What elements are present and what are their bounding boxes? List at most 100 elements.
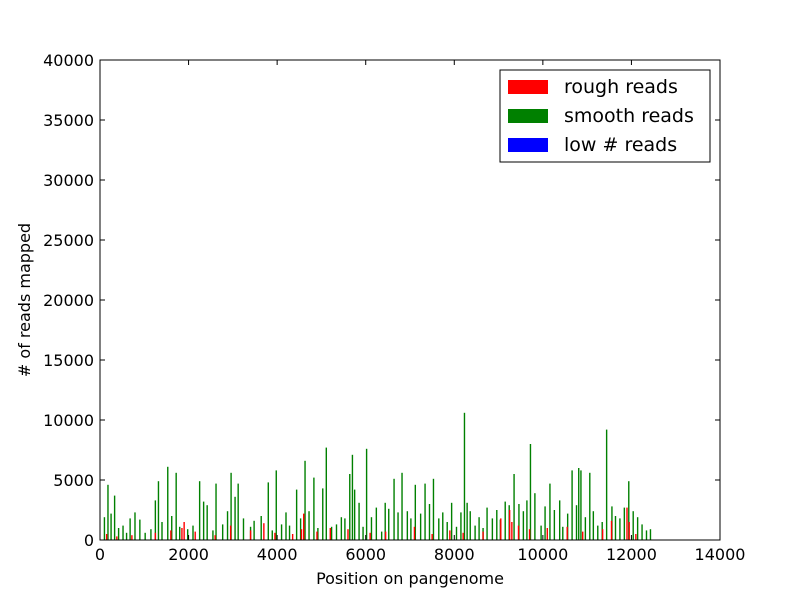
bar-smooth-reads	[446, 522, 448, 540]
bar-rough-reads	[449, 530, 451, 540]
bar-rough-reads	[194, 531, 196, 540]
bar-smooth-reads	[313, 477, 315, 540]
bar-smooth-reads	[558, 500, 561, 540]
bar-rough-reads	[517, 525, 520, 540]
bar-smooth-reads	[179, 526, 181, 540]
bar-smooth-reads	[469, 511, 471, 540]
bar-smooth-reads	[192, 525, 194, 540]
bar-smooth-reads	[645, 530, 648, 540]
bar-rough-reads	[170, 530, 172, 540]
bar-rough-reads	[369, 532, 371, 540]
bar-rough-reads	[508, 510, 511, 540]
bar-smooth-reads	[623, 507, 626, 540]
bar-smooth-reads	[113, 495, 116, 540]
bar-rough-reads	[384, 531, 387, 540]
bar-smooth-reads	[393, 478, 395, 540]
y-tick-label: 25000	[43, 231, 94, 250]
bar-smooth-reads	[522, 511, 525, 540]
bar-smooth-reads	[288, 525, 291, 540]
y-axis-label: # of reads mapped	[15, 223, 34, 377]
bar-rough-reads	[291, 534, 294, 540]
bar-smooth-reads	[175, 472, 177, 540]
bar-smooth-reads	[597, 525, 599, 540]
bar-smooth-reads	[578, 468, 580, 540]
bar-smooth-reads	[344, 518, 346, 540]
bar-smooth-reads	[280, 524, 283, 540]
bar-smooth-reads	[486, 507, 488, 540]
x-tick-label: 14000	[695, 545, 746, 564]
bar-smooth-reads	[335, 524, 338, 540]
bar-smooth-reads	[496, 510, 498, 540]
bar-smooth-reads	[401, 472, 403, 540]
x-tick-label: 10000	[517, 545, 568, 564]
bar-smooth-reads	[571, 470, 573, 540]
bar-smooth-reads	[237, 483, 239, 540]
bar-rough-reads	[316, 531, 318, 540]
bar-smooth-reads	[365, 448, 368, 540]
bar-rough-reads	[116, 536, 118, 540]
bar-smooth-reads	[242, 518, 245, 540]
bar-smooth-reads	[107, 484, 109, 540]
legend: rough reads smooth reads low # reads	[499, 69, 711, 163]
bar-smooth-reads	[154, 500, 157, 540]
y-tick-label: 0	[84, 531, 94, 550]
bar-smooth-reads	[103, 517, 106, 540]
x-tick-label: 2000	[168, 545, 209, 564]
bar-smooth-reads	[358, 502, 360, 540]
bar-smooth-reads	[161, 522, 163, 540]
bar-rough-reads	[566, 526, 568, 540]
bar-smooth-reads	[589, 472, 591, 540]
bar-smooth-reads	[144, 532, 146, 540]
bar-rough-reads	[500, 518, 502, 540]
bar-smooth-reads	[206, 505, 208, 540]
bar-smooth-reads	[304, 460, 306, 540]
bar-smooth-reads	[351, 454, 354, 540]
bar-smooth-reads	[414, 484, 417, 540]
bar-rough-reads	[300, 529, 303, 540]
bar-smooth-reads	[419, 513, 422, 540]
bar-rough-reads	[131, 535, 133, 540]
bar-smooth-reads	[432, 478, 435, 540]
bar-smooth-reads	[198, 481, 201, 540]
bar-smooth-reads	[460, 512, 462, 540]
y-tick-label: 5000	[53, 471, 94, 490]
bar-rough-reads	[183, 522, 185, 540]
bar-smooth-reads	[230, 472, 232, 540]
bar-smooth-reads	[463, 412, 466, 540]
bar-smooth-reads	[632, 511, 634, 540]
bar-rough-reads	[635, 534, 637, 540]
bar-smooth-reads	[450, 502, 453, 540]
x-tick-label: 0	[95, 545, 105, 564]
legend-label: low # reads	[564, 134, 677, 156]
bar-smooth-reads	[397, 512, 399, 540]
bar-smooth-reads	[340, 517, 343, 540]
bar-rough-reads	[582, 531, 584, 540]
bar-smooth-reads	[167, 466, 169, 540]
bar-smooth-reads	[534, 493, 536, 540]
x-axis-label: Position on pangenome	[316, 569, 504, 588]
bar-smooth-reads	[575, 505, 578, 540]
bar-rough-reads	[263, 523, 265, 540]
bar-smooth-reads	[317, 528, 319, 540]
y-tick-label: 40000	[43, 51, 94, 70]
bar-smooth-reads	[526, 500, 528, 540]
bar-rough-reads	[482, 531, 484, 540]
bar-smooth-reads	[260, 516, 262, 540]
y-tick-label: 15000	[43, 351, 94, 370]
bar-smooth-reads	[234, 496, 236, 540]
bar-smooth-reads	[580, 470, 582, 540]
bar-rough-reads	[249, 530, 252, 540]
bar-smooth-reads	[562, 526, 564, 540]
bar-smooth-reads	[641, 524, 643, 540]
y-tick-label: 35000	[43, 111, 94, 130]
bar-smooth-reads	[150, 529, 152, 540]
bar-smooth-reads	[474, 525, 476, 540]
bar-smooth-reads	[455, 526, 458, 540]
bar-rough-reads	[214, 535, 216, 540]
bar-smooth-reads	[285, 512, 287, 540]
bar-rough-reads	[626, 507, 628, 540]
x-tick-label: 6000	[345, 545, 386, 564]
y-tick-label: 20000	[43, 291, 94, 310]
bar-smooth-reads	[295, 489, 298, 540]
x-axis: 0 2000 4000 6000 8000 10000 12000 14000	[95, 60, 746, 564]
